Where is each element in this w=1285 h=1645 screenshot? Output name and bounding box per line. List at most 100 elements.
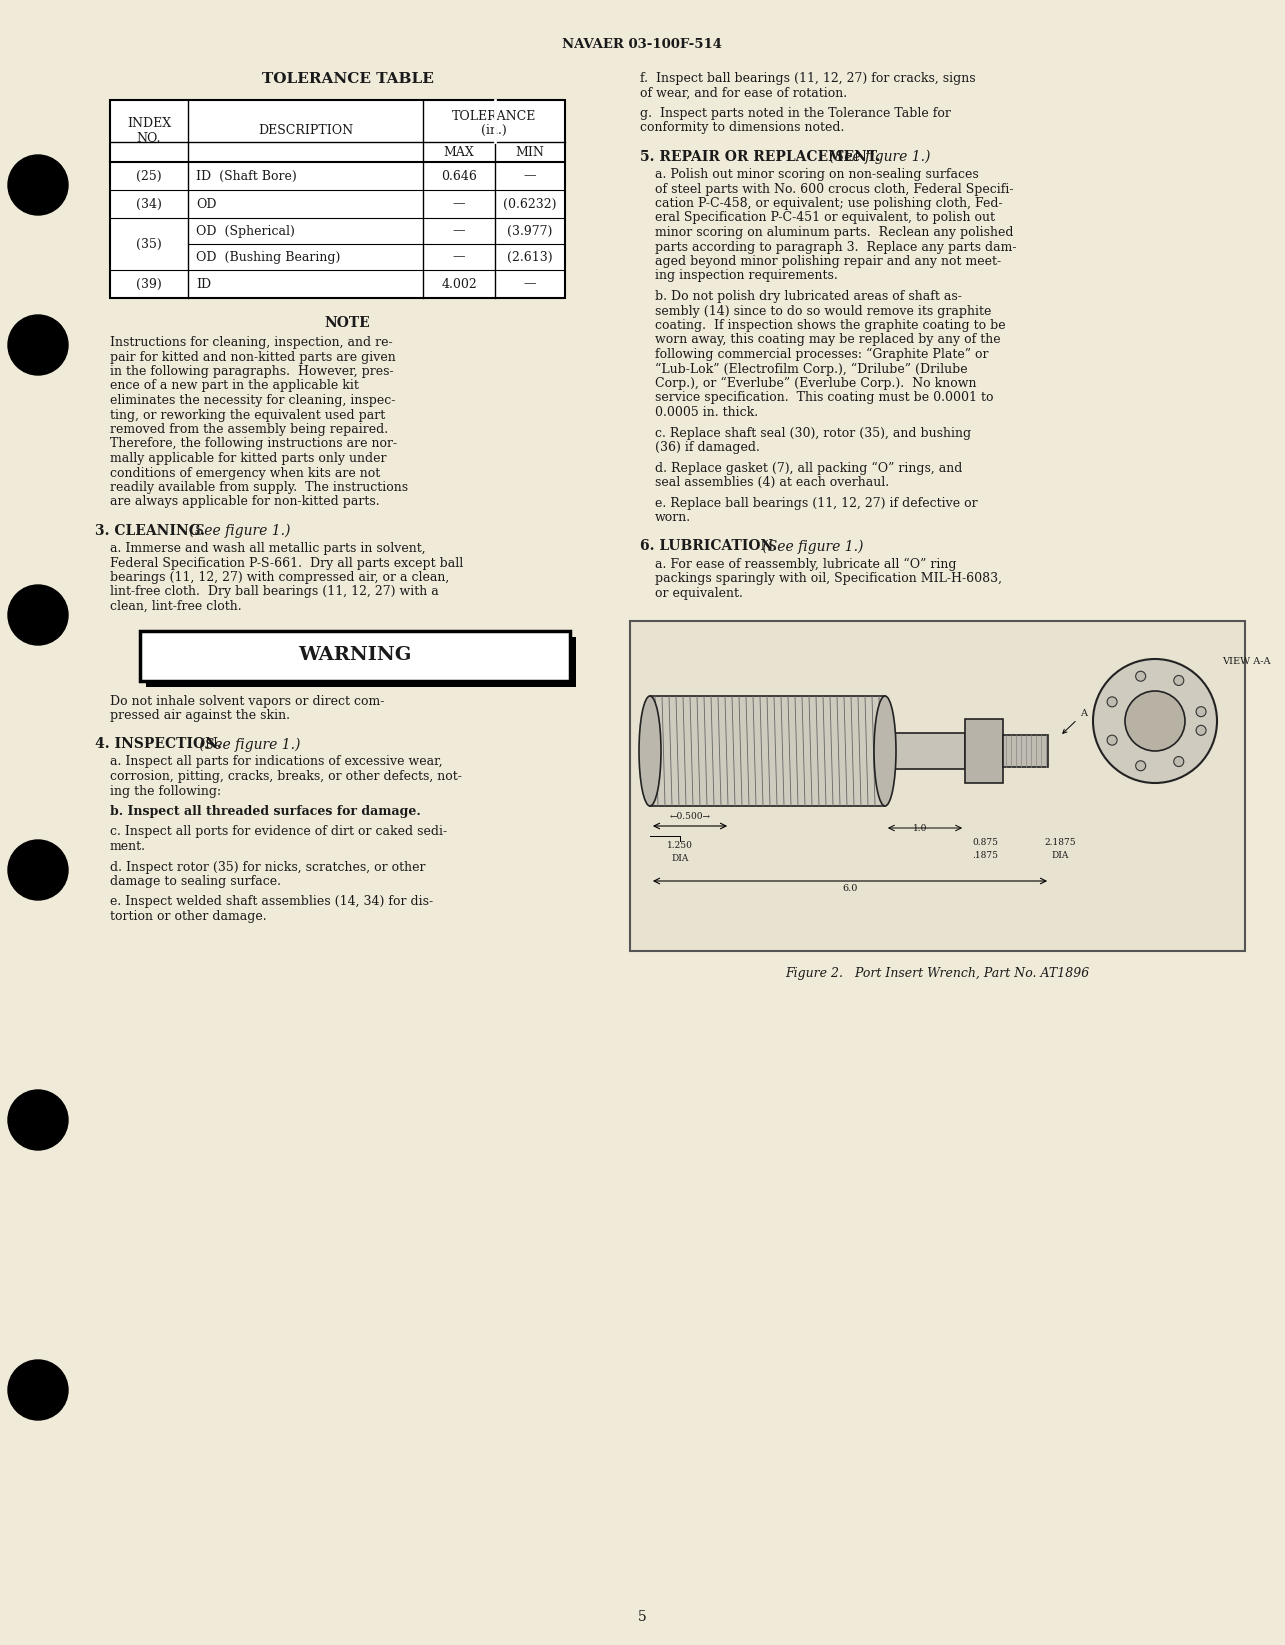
Text: A: A [1063, 709, 1087, 734]
Text: ence of a new part in the applicable kit: ence of a new part in the applicable kit [111, 380, 359, 393]
Text: (in.): (in.) [481, 123, 506, 137]
Text: Corp.), or “Everlube” (Everlube Corp.).  No known: Corp.), or “Everlube” (Everlube Corp.). … [655, 377, 977, 390]
Text: ID: ID [197, 278, 211, 291]
Text: INDEX
NO.: INDEX NO. [127, 117, 171, 145]
Text: —: — [452, 197, 465, 211]
Text: d. Inspect rotor (35) for nicks, scratches, or other: d. Inspect rotor (35) for nicks, scratch… [111, 860, 425, 873]
Text: (25): (25) [136, 169, 162, 183]
Text: b. Do not polish dry lubricated areas of shaft as-: b. Do not polish dry lubricated areas of… [655, 290, 962, 303]
Text: e. Replace ball bearings (11, 12, 27) if defective or: e. Replace ball bearings (11, 12, 27) if… [655, 497, 978, 510]
Text: worn away, this coating may be replaced by any of the: worn away, this coating may be replaced … [655, 334, 1001, 347]
Circle shape [8, 586, 68, 645]
Ellipse shape [874, 696, 896, 806]
Circle shape [1173, 757, 1183, 767]
Circle shape [1108, 697, 1117, 707]
Bar [885, 734, 965, 768]
Text: DIA: DIA [671, 854, 689, 864]
Text: ting, or reworking the equivalent used part: ting, or reworking the equivalent used p… [111, 408, 386, 421]
Text: bearings (11, 12, 27) with compressed air, or a clean,: bearings (11, 12, 27) with compressed ai… [111, 571, 450, 584]
Text: (See figure 1.): (See figure 1.) [185, 525, 290, 538]
Text: pair for kitted and non-kitted parts are given: pair for kitted and non-kitted parts are… [111, 350, 396, 364]
Bar [1004, 735, 1049, 767]
Text: worn.: worn. [655, 512, 691, 525]
Text: 5. REPAIR OR REPLACEMENT.: 5. REPAIR OR REPLACEMENT. [640, 150, 880, 164]
Circle shape [8, 314, 68, 375]
Bar [111, 100, 565, 298]
Bar [140, 630, 571, 681]
Circle shape [8, 1091, 68, 1150]
Text: sembly (14) since to do so would remove its graphite: sembly (14) since to do so would remove … [655, 304, 991, 317]
Text: MIN: MIN [515, 145, 545, 158]
Text: TOLERANCE: TOLERANCE [452, 110, 536, 123]
Text: a. Immerse and wash all metallic parts in solvent,: a. Immerse and wash all metallic parts i… [111, 541, 425, 554]
Text: corrosion, pitting, cracks, breaks, or other defects, not-: corrosion, pitting, cracks, breaks, or o… [111, 770, 461, 783]
Text: of wear, and for ease of rotation.: of wear, and for ease of rotation. [640, 87, 847, 99]
Text: b. Inspect all threaded surfaces for damage.: b. Inspect all threaded surfaces for dam… [111, 804, 420, 818]
Text: (0.6232): (0.6232) [504, 197, 556, 211]
Text: DIA: DIA [1051, 850, 1069, 860]
Text: of steel parts with No. 600 crocus cloth, Federal Specifi-: of steel parts with No. 600 crocus cloth… [655, 183, 1014, 196]
Text: 0.875: 0.875 [971, 837, 998, 847]
Text: DESCRIPTION: DESCRIPTION [258, 125, 353, 138]
Text: ing the following:: ing the following: [111, 785, 221, 798]
Circle shape [1136, 760, 1146, 772]
Text: OD  (Spherical): OD (Spherical) [197, 224, 294, 237]
Text: lint-free cloth.  Dry ball bearings (11, 12, 27) with a: lint-free cloth. Dry ball bearings (11, … [111, 586, 438, 599]
Text: Federal Specification P-S-661.  Dry all parts except ball: Federal Specification P-S-661. Dry all p… [111, 556, 464, 569]
Text: ing inspection requirements.: ing inspection requirements. [655, 270, 838, 283]
Text: (36) if damaged.: (36) if damaged. [655, 441, 759, 454]
Text: Instructions for cleaning, inspection, and re-: Instructions for cleaning, inspection, a… [111, 336, 393, 349]
Text: damage to sealing surface.: damage to sealing surface. [111, 875, 281, 888]
Circle shape [8, 155, 68, 215]
Circle shape [1136, 671, 1146, 681]
Text: 4.002: 4.002 [441, 278, 477, 291]
Text: are always applicable for non-kitted parts.: are always applicable for non-kitted par… [111, 495, 379, 508]
Text: NOTE: NOTE [325, 316, 370, 331]
Text: Therefore, the following instructions are nor-: Therefore, the following instructions ar… [111, 438, 397, 451]
Text: .1875: .1875 [971, 850, 998, 860]
Text: ID  (Shaft Bore): ID (Shaft Bore) [197, 169, 297, 183]
Text: pressed air against the skin.: pressed air against the skin. [111, 709, 290, 722]
Circle shape [1173, 676, 1183, 686]
Text: conformity to dimensions noted.: conformity to dimensions noted. [640, 122, 844, 135]
Text: parts according to paragraph 3.  Replace any parts dam-: parts according to paragraph 3. Replace … [655, 240, 1016, 253]
Text: —: — [524, 169, 536, 183]
Text: ment.: ment. [111, 841, 146, 854]
Text: 6.0: 6.0 [842, 883, 857, 893]
Text: cation P-C-458, or equivalent; use polishing cloth, Fed-: cation P-C-458, or equivalent; use polis… [655, 197, 1002, 211]
Text: following commercial processes: “Graphite Plate” or: following commercial processes: “Graphit… [655, 349, 988, 362]
Circle shape [8, 841, 68, 900]
Text: (39): (39) [136, 278, 162, 291]
Text: packings sparingly with oil, Specification MIL-H-6083,: packings sparingly with oil, Specificati… [655, 572, 1002, 586]
Text: d. Replace gasket (7), all packing “O” rings, and: d. Replace gasket (7), all packing “O” r… [655, 462, 962, 475]
Bar [965, 719, 1004, 783]
Text: eliminates the necessity for cleaning, inspec-: eliminates the necessity for cleaning, i… [111, 395, 396, 406]
Text: (See figure 1.): (See figure 1.) [758, 540, 864, 554]
Text: 0.646: 0.646 [441, 169, 477, 183]
Text: Figure 2.   Port Insert Wrench, Part No. AT1896: Figure 2. Port Insert Wrench, Part No. A… [785, 967, 1090, 980]
Text: (2.613): (2.613) [508, 250, 553, 263]
Text: (See figure 1.): (See figure 1.) [195, 737, 301, 752]
Text: VIEW A-A: VIEW A-A [1222, 656, 1271, 666]
Text: a. Inspect all parts for indications of excessive wear,: a. Inspect all parts for indications of … [111, 755, 442, 768]
Ellipse shape [639, 696, 660, 806]
Circle shape [1196, 707, 1207, 717]
Text: e. Inspect welded shaft assemblies (14, 34) for dis-: e. Inspect welded shaft assemblies (14, … [111, 895, 433, 908]
Text: WARNING: WARNING [298, 646, 411, 665]
Text: c. Replace shaft seal (30), rotor (35), and bushing: c. Replace shaft seal (30), rotor (35), … [655, 426, 971, 439]
Text: or equivalent.: or equivalent. [655, 587, 743, 599]
Text: c. Inspect all ports for evidence of dirt or caked sedi-: c. Inspect all ports for evidence of dir… [111, 826, 447, 839]
Text: (34): (34) [136, 197, 162, 211]
Circle shape [1108, 735, 1117, 745]
Text: ←0.500→: ←0.500→ [669, 813, 711, 821]
Text: 2.1875: 2.1875 [1045, 837, 1076, 847]
Bar [146, 637, 576, 686]
Text: NAVAER 03-100F-514: NAVAER 03-100F-514 [562, 38, 722, 51]
Text: 5: 5 [637, 1610, 646, 1624]
Text: 1.0: 1.0 [912, 824, 928, 832]
Text: (3.977): (3.977) [508, 224, 553, 237]
Text: —: — [452, 250, 465, 263]
Text: MAX: MAX [443, 145, 474, 158]
Circle shape [1094, 660, 1217, 783]
Text: minor scoring on aluminum parts.  Reclean any polished: minor scoring on aluminum parts. Reclean… [655, 225, 1014, 239]
